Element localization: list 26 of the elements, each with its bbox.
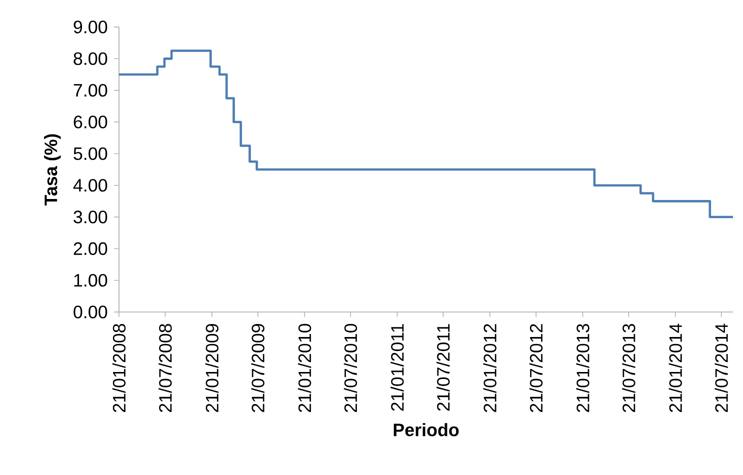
x-tick-label: 21/07/2010 <box>344 324 358 412</box>
x-tick-label: 21/01/2009 <box>205 324 218 412</box>
x-tick-label: 21/07/2008 <box>158 324 172 412</box>
y-tick-label: 5.00 <box>74 147 108 160</box>
x-tick-label: 21/01/2014 <box>668 324 682 412</box>
y-tick-label: 4.00 <box>73 178 108 192</box>
x-tick-label: 21/01/2012 <box>483 324 496 412</box>
y-tick-label: 9.00 <box>74 20 108 34</box>
x-tick-label: 21/01/2008 <box>112 324 126 412</box>
y-tick-label: 7.00 <box>74 84 108 97</box>
x-tick-label: 21/01/2011 <box>390 324 404 411</box>
y-tick-label: 2.00 <box>74 242 108 256</box>
x-axis-title: Periodo <box>394 423 459 436</box>
y-tick-label: 6.00 <box>74 116 108 128</box>
x-tick-label: 21/07/2009 <box>251 324 264 412</box>
y-tick-label: 0.00 <box>74 306 108 318</box>
y-tick-label: 8.00 <box>74 52 108 66</box>
x-tick-label: 21/07/2013 <box>622 324 636 412</box>
x-tick-label: 21/01/2013 <box>576 324 590 412</box>
x-tick-label: 21/07/2011 <box>436 324 450 411</box>
x-tick-label: 21/07/2014 <box>714 324 728 412</box>
y-tick-label: 3.00 <box>74 210 108 224</box>
x-tick-label: 21/01/2010 <box>298 324 312 412</box>
y-tick-label: 1.00 <box>74 274 108 287</box>
y-axis-title: Tasa (%) <box>44 134 61 206</box>
x-tick-label: 21/07/2012 <box>529 324 543 412</box>
